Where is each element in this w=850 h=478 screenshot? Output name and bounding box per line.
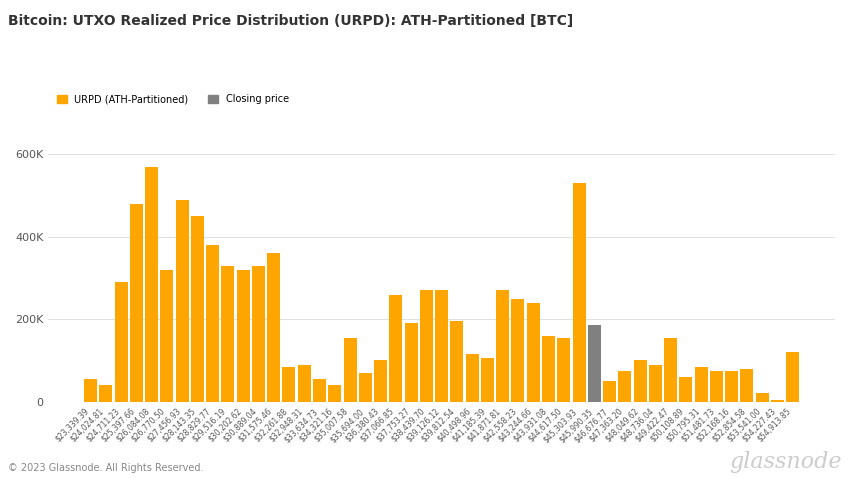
Bar [130, 204, 143, 402]
Bar [679, 377, 693, 402]
Bar [786, 352, 799, 402]
Bar [664, 338, 677, 402]
Bar [405, 324, 417, 402]
Text: glassnode: glassnode [729, 451, 842, 473]
Text: Bitcoin: UTXO Realized Price Distribution (URPD): ATH-Partitioned [BTC]: Bitcoin: UTXO Realized Price Distributio… [8, 14, 574, 28]
Bar [527, 303, 540, 402]
Bar [603, 381, 616, 402]
Bar [207, 245, 219, 402]
Legend: URPD (ATH-Partitioned), Closing price: URPD (ATH-Partitioned), Closing price [53, 90, 292, 108]
Bar [756, 393, 768, 402]
Bar [374, 360, 387, 402]
Bar [512, 299, 524, 402]
Bar [542, 336, 555, 402]
Bar [618, 371, 632, 402]
Bar [725, 371, 738, 402]
Bar [496, 291, 509, 402]
Bar [633, 360, 647, 402]
Bar [359, 373, 371, 402]
Bar [191, 216, 204, 402]
Bar [313, 379, 326, 402]
Bar [328, 385, 341, 402]
Bar [389, 294, 402, 402]
Bar [450, 321, 463, 402]
Bar [343, 338, 356, 402]
Bar [420, 291, 433, 402]
Bar [282, 367, 296, 402]
Bar [161, 270, 173, 402]
Bar [176, 200, 189, 402]
Bar [481, 358, 494, 402]
Bar [573, 183, 586, 402]
Bar [267, 253, 280, 402]
Text: © 2023 Glassnode. All Rights Reserved.: © 2023 Glassnode. All Rights Reserved. [8, 463, 204, 473]
Bar [588, 326, 601, 402]
Bar [221, 266, 235, 402]
Bar [298, 365, 311, 402]
Bar [84, 379, 97, 402]
Bar [740, 369, 753, 402]
Bar [710, 371, 722, 402]
Bar [558, 338, 570, 402]
Bar [145, 167, 158, 402]
Bar [466, 354, 479, 402]
Bar [252, 266, 265, 402]
Bar [694, 367, 708, 402]
Bar [649, 365, 662, 402]
Bar [236, 270, 250, 402]
Bar [99, 385, 112, 402]
Bar [435, 291, 448, 402]
Bar [771, 400, 784, 402]
Bar [115, 282, 128, 402]
